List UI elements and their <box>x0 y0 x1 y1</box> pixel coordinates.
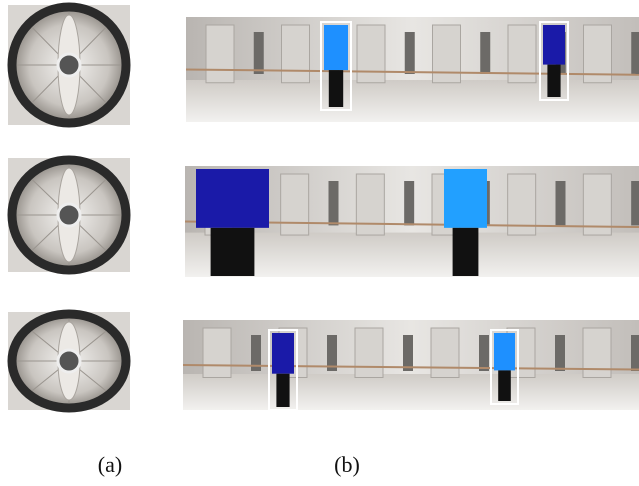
person-torso <box>444 169 487 228</box>
corridor-end <box>403 335 413 371</box>
person-torso <box>494 333 515 370</box>
corridor-end <box>329 181 339 225</box>
label-a: (a) <box>98 452 122 477</box>
door <box>281 174 309 235</box>
camera <box>58 204 80 226</box>
door <box>356 174 384 235</box>
camera <box>58 54 80 76</box>
camera <box>58 350 80 372</box>
door <box>355 328 383 378</box>
person-legs <box>547 65 560 97</box>
corridor-end <box>254 32 264 74</box>
person-legs <box>453 228 479 276</box>
person-legs <box>498 370 511 401</box>
door <box>203 328 231 378</box>
corridor-end <box>405 32 415 74</box>
figure-images <box>8 5 639 410</box>
corridor-end <box>631 335 639 371</box>
panorama-floor <box>183 374 639 410</box>
corridor-end <box>556 181 566 225</box>
corridor-end <box>631 32 639 74</box>
corridor-end <box>480 32 490 74</box>
person-torso <box>196 169 269 228</box>
person-legs <box>329 70 343 107</box>
person-torso <box>272 333 294 374</box>
door <box>357 25 385 83</box>
door <box>282 25 310 83</box>
person-torso <box>324 25 348 70</box>
corridor-end <box>631 181 639 225</box>
door <box>206 25 234 83</box>
figure: (a) (b) <box>0 0 639 486</box>
corridor-end <box>555 335 565 371</box>
corridor-end <box>479 335 489 371</box>
label-b: (b) <box>334 452 360 477</box>
door <box>431 328 459 378</box>
person-legs <box>276 374 289 407</box>
person-legs <box>211 228 255 276</box>
corridor-end <box>404 181 414 225</box>
panorama-floor <box>186 80 639 122</box>
person-torso <box>543 25 565 65</box>
door <box>433 25 461 83</box>
